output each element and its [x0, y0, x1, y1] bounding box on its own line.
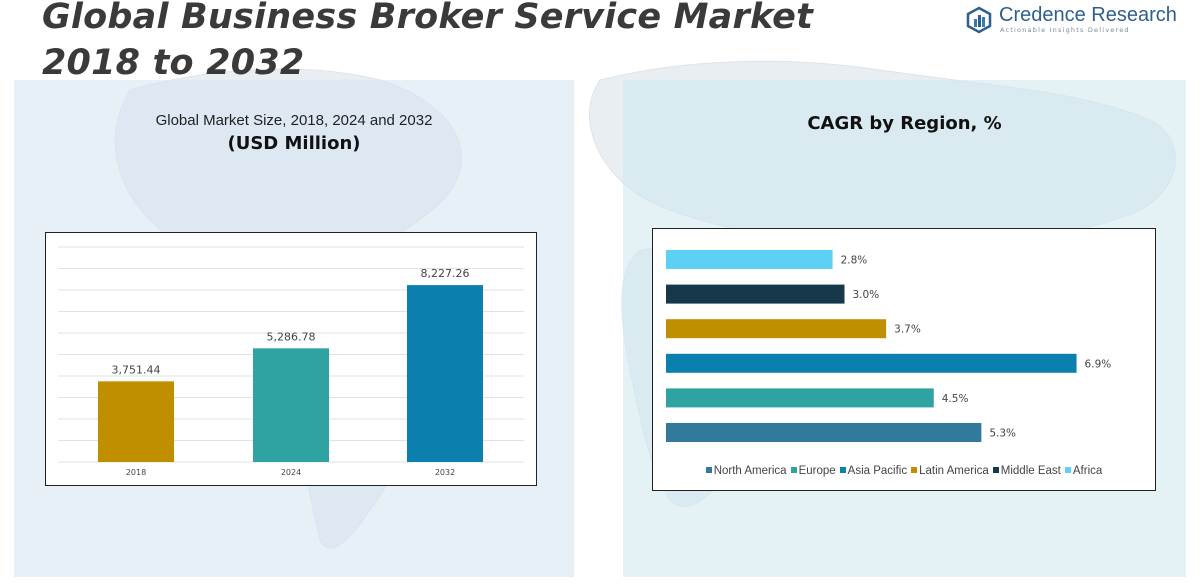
bar-value-label: 2.8%	[841, 255, 868, 267]
x-tick-label: 2024	[281, 468, 301, 477]
legend-label: Europe	[798, 465, 836, 477]
legend-label: North America	[713, 465, 787, 477]
market-size-chart-unit: (USD Million)	[227, 133, 361, 154]
x-tick-label: 2032	[435, 468, 455, 477]
legend-swatch	[992, 467, 999, 473]
cagr-chart: 2.8% 3.0% 3.7% 6.9% 4.5% 5.3% North America Eu…	[652, 228, 1156, 491]
legend-item: Europe	[790, 465, 836, 477]
brand-logo[interactable]: Credence Research Actionable Insights De…	[964, 2, 1177, 38]
legend-swatch	[911, 467, 918, 473]
bar-value-label: 5,286.78	[267, 330, 316, 343]
legend-item: Latin America	[911, 465, 989, 477]
legend-label: Africa	[1072, 465, 1103, 477]
legend-item: Asia Pacific	[839, 465, 908, 477]
bar-middle-east	[666, 284, 845, 304]
bar-value-label: 5.3%	[989, 428, 1016, 440]
legend-swatch	[839, 467, 846, 473]
title-line-1: Global Business Broker Service Market	[42, 0, 814, 37]
legend-label: Latin America	[919, 465, 989, 477]
bar-2024	[253, 348, 329, 462]
legend-item: Africa	[1064, 465, 1103, 477]
bar-value-label: 3,751.44	[112, 363, 161, 376]
bar-north-america	[666, 423, 982, 442]
cagr-legend: North America Europe Asia Pacific Latin Ame…	[653, 465, 1155, 477]
bar-2032	[407, 285, 483, 462]
bar-africa	[666, 250, 833, 269]
bar-asia-pacific	[666, 353, 1077, 373]
bar-2018	[98, 381, 174, 462]
legend-swatch	[705, 467, 712, 473]
logo-tagline: Actionable Insights Delivered	[1000, 26, 1130, 34]
bar-value-label: 4.5%	[942, 393, 969, 405]
market-size-bar-chart: 3,751.44 2018 5,286.78 2024 8,227.26 2032	[58, 246, 524, 477]
legend-swatch	[790, 467, 797, 473]
x-tick-label: 2018	[126, 468, 146, 477]
market-size-chart-title: Global Market Size, 2018, 2024 and 2032	[155, 112, 433, 129]
bar-value-label: 6.9%	[1085, 358, 1112, 370]
bar-europe	[666, 388, 934, 408]
legend-label: Asia Pacific	[847, 465, 908, 477]
page-title: Global Business Broker Service Market 20…	[42, 0, 813, 86]
bar-value-label: 8,227.26	[421, 267, 470, 280]
legend-item: Middle East	[992, 465, 1061, 477]
legend-label: Middle East	[1000, 465, 1061, 477]
market-size-chart: 3,751.44 2018 5,286.78 2024 8,227.26 2032	[45, 232, 537, 486]
bar-value-label: 3.0%	[853, 289, 880, 301]
bar-latin-america	[666, 319, 887, 339]
legend-swatch	[1064, 467, 1071, 473]
legend-item: North America	[705, 465, 787, 477]
title-line-2: 2018 to 2032	[42, 43, 305, 83]
logo-mark-icon	[966, 6, 992, 34]
logo-name: Credence Research	[999, 4, 1177, 26]
cagr-chart-title: CAGR by Region, %	[807, 113, 1002, 134]
bar-value-label: 3.7%	[894, 324, 921, 336]
cagr-bar-chart: 2.8% 3.0% 3.7% 6.9% 4.5% 5.3%	[666, 250, 1112, 442]
